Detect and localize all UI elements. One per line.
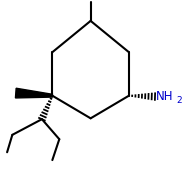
Text: NH: NH	[156, 90, 173, 103]
Polygon shape	[15, 88, 52, 98]
Text: 2: 2	[176, 96, 181, 105]
